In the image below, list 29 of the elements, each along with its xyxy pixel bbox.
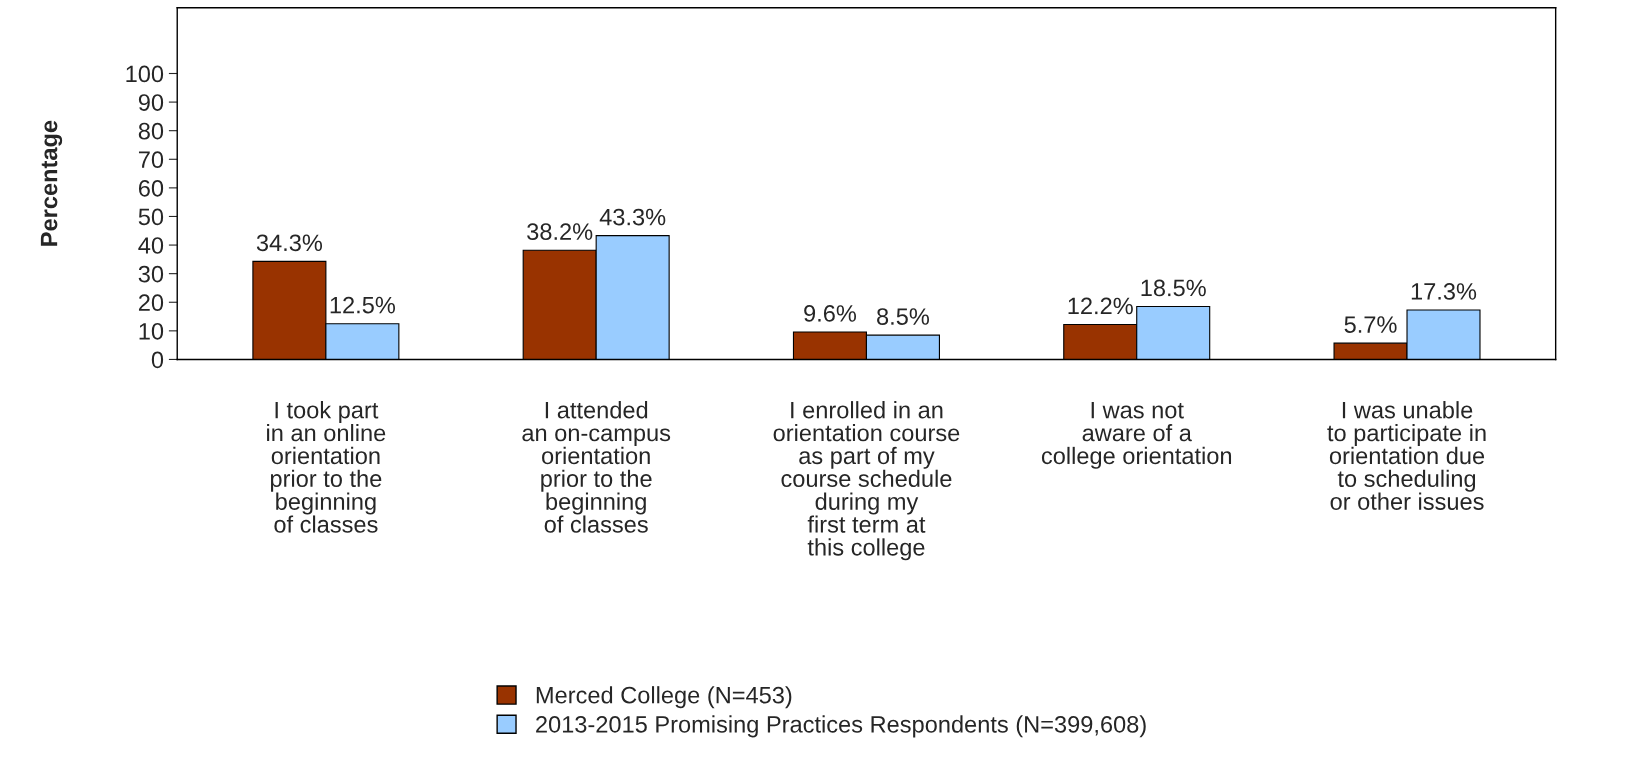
- x-tick-label: I took part in an online orientation prior to the beginning of classes: [267, 401, 386, 533]
- data-label: 9.6%: [804, 305, 857, 322]
- data-label: 43.3%: [599, 208, 666, 226]
- y-tick-label: 80: [138, 122, 164, 140]
- data-label: 12.2%: [1068, 297, 1133, 315]
- data-label: 12.5%: [330, 296, 396, 314]
- data-label: 38.2%: [527, 223, 593, 240]
- x-tick-label: I enrolled in an orientation course as part of my course schedule during my first term at this college: [773, 401, 960, 561]
- y-tick-label: 30: [138, 265, 164, 283]
- legend-label: Merced College (N=453): [536, 686, 792, 709]
- y-tick-label: 0: [151, 351, 164, 369]
- y-tick-label: 60: [138, 179, 164, 197]
- y-tick-label: 50: [138, 208, 164, 226]
- data-label: 34.3%: [256, 234, 323, 252]
- y-tick-label: 100: [126, 65, 164, 83]
- data-label: 17.3%: [1411, 283, 1477, 300]
- y-tick-label: 70: [138, 151, 164, 169]
- legend-label: 2013-2015 Promising Practices Respondents (N=399,608): [536, 715, 1146, 738]
- x-tick-label: I attended an on-campus orientation prior to the beginning of classes: [522, 401, 671, 533]
- y-tick-label: 10: [139, 322, 164, 340]
- data-label: 8.5%: [877, 308, 930, 325]
- x-tick-label: I was unable to participate in orientation due to scheduling or other issues: [1327, 401, 1486, 510]
- y-tick-label: 90: [138, 94, 164, 111]
- data-label: 5.7%: [1344, 316, 1397, 333]
- data-label: 18.5%: [1141, 279, 1206, 297]
- y-axis-title: Percentage: [40, 120, 63, 246]
- y-tick-label: 20: [138, 294, 164, 312]
- x-tick-label: I was not aware of a college orientation: [1041, 401, 1232, 469]
- y-tick-label: 40: [138, 237, 164, 254]
